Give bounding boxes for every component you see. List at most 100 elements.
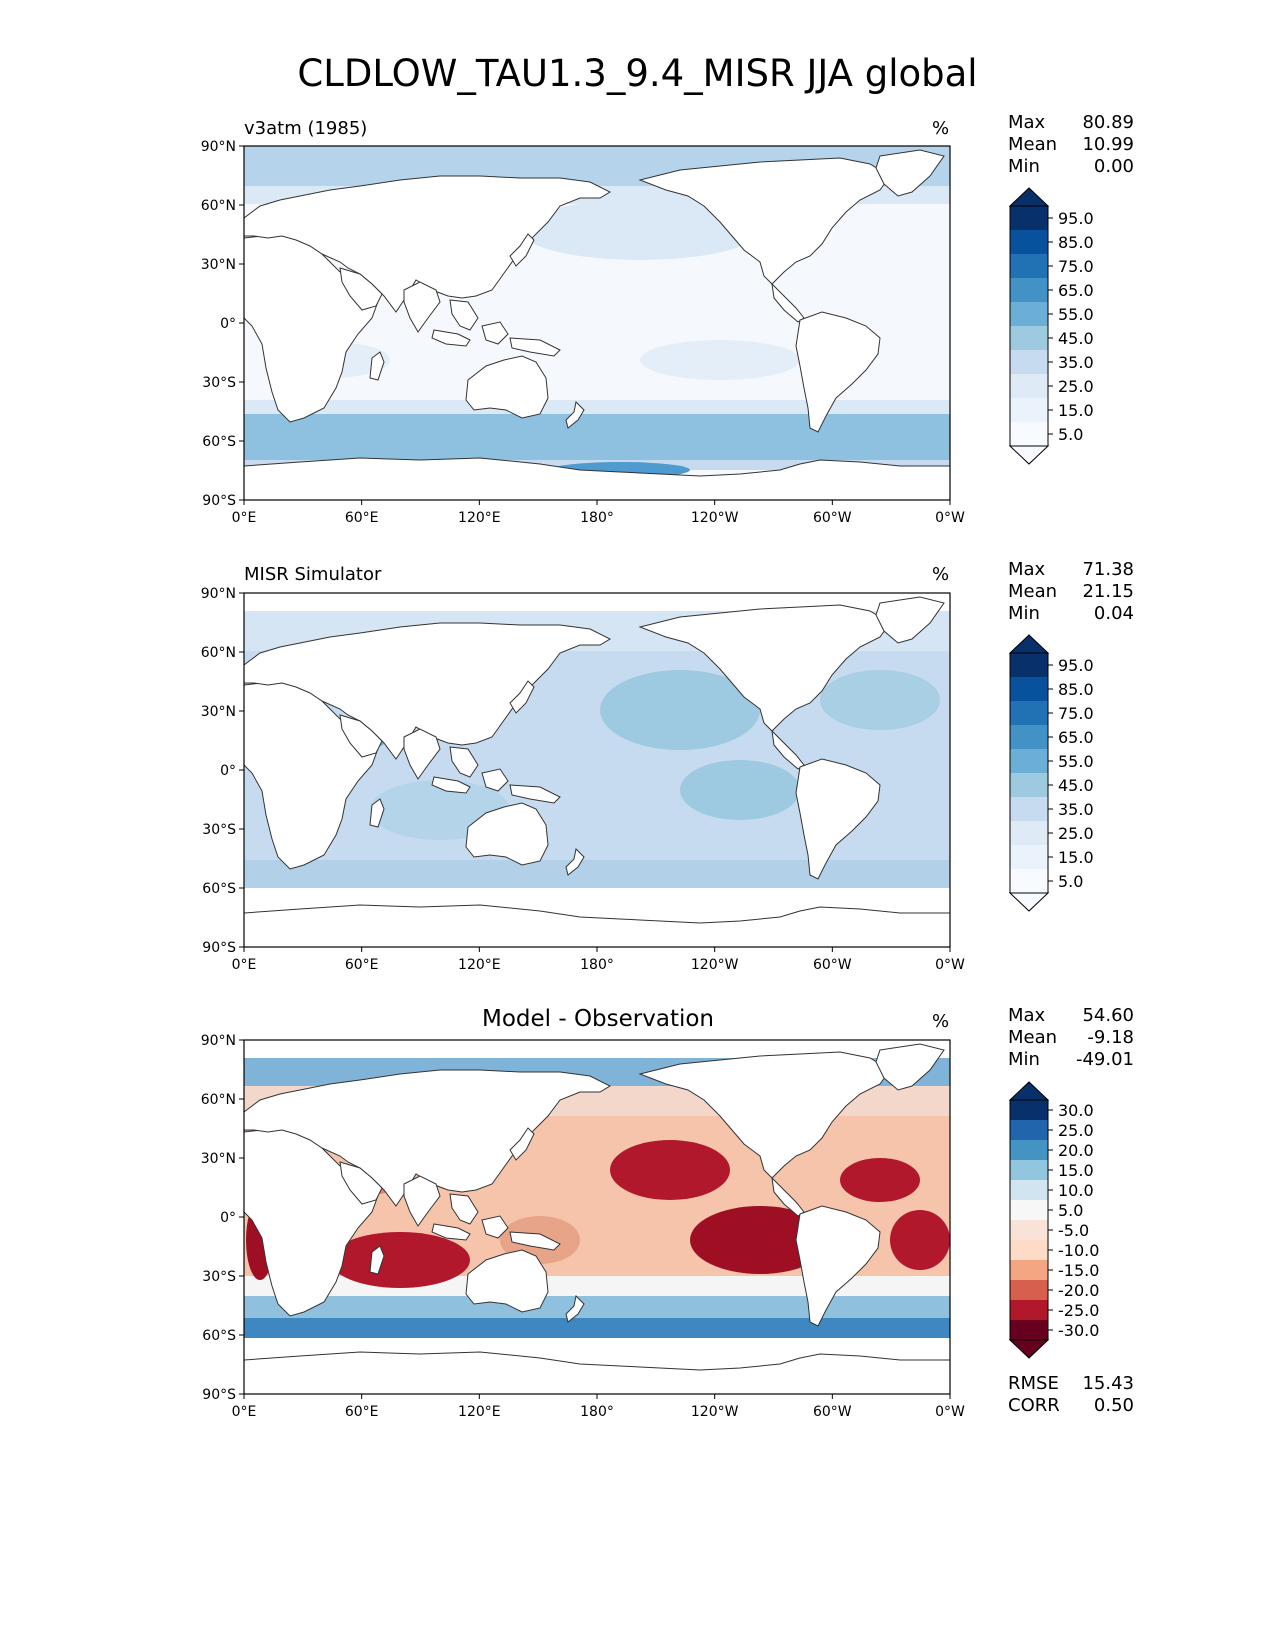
colorbar-segment — [1010, 374, 1048, 399]
lon-tick-label: 0°W — [935, 1404, 965, 1420]
panel-3-max-value: 54.60 — [1082, 1005, 1134, 1026]
panel-1-min-label: Min — [1008, 156, 1040, 177]
panel-1-units: % — [932, 118, 950, 139]
colorbar-bottom-extend — [1008, 892, 1050, 912]
panel-1-title: v3atm (1985) — [244, 118, 368, 139]
lon-tick-label: 60°W — [813, 510, 852, 526]
colorbar-bottom-extend — [1008, 1339, 1050, 1359]
panel-3-max-label: Max — [1008, 1005, 1046, 1026]
colorbar-segment — [1010, 1180, 1048, 1201]
lon-tick-label: 60°E — [345, 1404, 379, 1420]
colorbar-tick-label: 35.0 — [1058, 800, 1094, 819]
panel-2-axes: 90°N 60°N 30°N 0° 30°S 60°S 90°S0°E 60°E 120°E 18… — [201, 586, 965, 973]
corr-value: 0.50 — [1093, 1395, 1134, 1416]
lat-tick-label: 30°N — [201, 257, 236, 273]
colorbar-segment — [1010, 1260, 1048, 1281]
colorbar-outline — [1009, 205, 1049, 447]
corr-label: CORR — [1008, 1395, 1060, 1416]
colorbar-top-extend — [1008, 634, 1050, 654]
panel-2-min-label: Min — [1008, 603, 1040, 624]
colorbar-segment — [1010, 1320, 1048, 1341]
colorbar-tick-label: 95.0 — [1058, 656, 1094, 675]
panel-1-max-label: Max — [1008, 112, 1046, 133]
figure-title: CLDLOW_TAU1.3_9.4_MISR JJA global — [297, 52, 978, 95]
colorbar-segment — [1010, 749, 1048, 774]
lon-tick-label: 180° — [580, 957, 614, 973]
lat-tick-label: 60°N — [201, 645, 236, 661]
lat-tick-label: 60°S — [202, 434, 236, 450]
lon-tick-label: 180° — [580, 510, 614, 526]
colorbar-tick-label: 55.0 — [1058, 752, 1094, 771]
colorbar-segment — [1010, 653, 1048, 678]
colorbar-segment — [1010, 302, 1048, 327]
panel-1-axes: 90°N 60°N 30°N 0° 30°S 60°S 90°S0°E 60°E 120°E 18… — [201, 139, 965, 526]
lat-tick-label: 90°S — [202, 940, 236, 956]
lat-tick-label: 0° — [220, 763, 236, 779]
panel-3-min-label: Min — [1008, 1049, 1040, 1070]
colorbar-segment — [1010, 725, 1048, 750]
colorbar-tick-label: 25.0 — [1058, 824, 1094, 843]
panel-2-max-value: 71.38 — [1082, 559, 1134, 580]
lon-tick-label: 120°E — [458, 957, 501, 973]
panel-1-mean-label: Mean — [1008, 134, 1058, 155]
colorbar-segment — [1010, 1300, 1048, 1321]
lon-tick-label: 60°W — [813, 957, 852, 973]
lat-tick-label: 90°N — [201, 586, 236, 602]
colorbar-tick-label: 20.0 — [1058, 1141, 1094, 1160]
lon-tick-label: 120°W — [691, 510, 739, 526]
colorbar-segment — [1010, 278, 1048, 303]
colorbar-outline — [1009, 1099, 1049, 1341]
colorbar-outline — [1009, 652, 1049, 894]
lat-tick-label: 60°S — [202, 881, 236, 897]
panel-2-mean-value: 21.15 — [1082, 581, 1134, 602]
lon-tick-label: 0°E — [232, 510, 257, 526]
lat-tick-label: 60°N — [201, 198, 236, 214]
colorbar-tick-label: 5.0 — [1058, 1201, 1083, 1220]
panel-3-mean-label: Mean — [1008, 1027, 1058, 1048]
colorbar-segment — [1010, 677, 1048, 702]
colorbar-tick-label: 10.0 — [1058, 1181, 1094, 1200]
colorbar-segment — [1010, 773, 1048, 798]
colorbar-segment — [1010, 869, 1048, 894]
panel-2-map — [244, 593, 950, 947]
colorbar-segment — [1010, 326, 1048, 351]
colorbar-top-extend — [1008, 187, 1050, 207]
lon-tick-label: 180° — [580, 1404, 614, 1420]
lon-tick-label: 60°E — [345, 510, 379, 526]
panel-2-colorbar: 95.0 85.0 75.0 65.0 55.0 45.0 35.0 25.0 15.0 5.0 — [1008, 634, 1094, 912]
colorbar-segment — [1010, 701, 1048, 726]
panel-3-stats: Max 54.60 Mean -9.18 Min -49.01 — [1008, 1005, 1134, 1071]
colorbar-tick-label: 15.0 — [1058, 401, 1094, 420]
panel-3-error-stats: RMSE 15.43 CORR 0.50 — [1008, 1373, 1134, 1417]
panel-1-map — [244, 146, 950, 500]
lon-tick-label: 60°E — [345, 957, 379, 973]
panel-1-max-value: 80.89 — [1082, 112, 1134, 133]
colorbar-tick-label: -20.0 — [1058, 1281, 1099, 1300]
rmse-value: 15.43 — [1082, 1373, 1134, 1394]
colorbar-tick-label: 45.0 — [1058, 329, 1094, 348]
lat-tick-label: 60°N — [201, 1092, 236, 1108]
panel-2-max-label: Max — [1008, 559, 1046, 580]
lon-tick-label: 120°W — [691, 1404, 739, 1420]
colorbar-tick-label: 5.0 — [1058, 872, 1083, 891]
colorbar-tick-label: 65.0 — [1058, 728, 1094, 747]
lat-tick-label: 0° — [220, 316, 236, 332]
panel-2-units: % — [932, 564, 950, 585]
colorbar-segment — [1010, 797, 1048, 822]
colorbar-tick-label: 30.0 — [1058, 1101, 1094, 1120]
panel-1-mean-value: 10.99 — [1082, 134, 1134, 155]
colorbar-segment — [1010, 1240, 1048, 1261]
lat-tick-label: 30°S — [202, 375, 236, 391]
panel-2-stats: Max 71.38 Mean 21.15 Min 0.04 — [1008, 559, 1134, 625]
lat-tick-label: 30°S — [202, 822, 236, 838]
colorbar-segment — [1010, 821, 1048, 846]
colorbar-segment — [1010, 206, 1048, 231]
colorbar-top-extend — [1008, 1081, 1050, 1101]
colorbar-segment — [1010, 350, 1048, 375]
lon-tick-label: 0°E — [232, 957, 257, 973]
colorbar-segment — [1010, 254, 1048, 279]
colorbar-tick-label: 35.0 — [1058, 353, 1094, 372]
colorbar-bottom-extend — [1008, 445, 1050, 465]
colorbar-tick-label: 85.0 — [1058, 233, 1094, 252]
